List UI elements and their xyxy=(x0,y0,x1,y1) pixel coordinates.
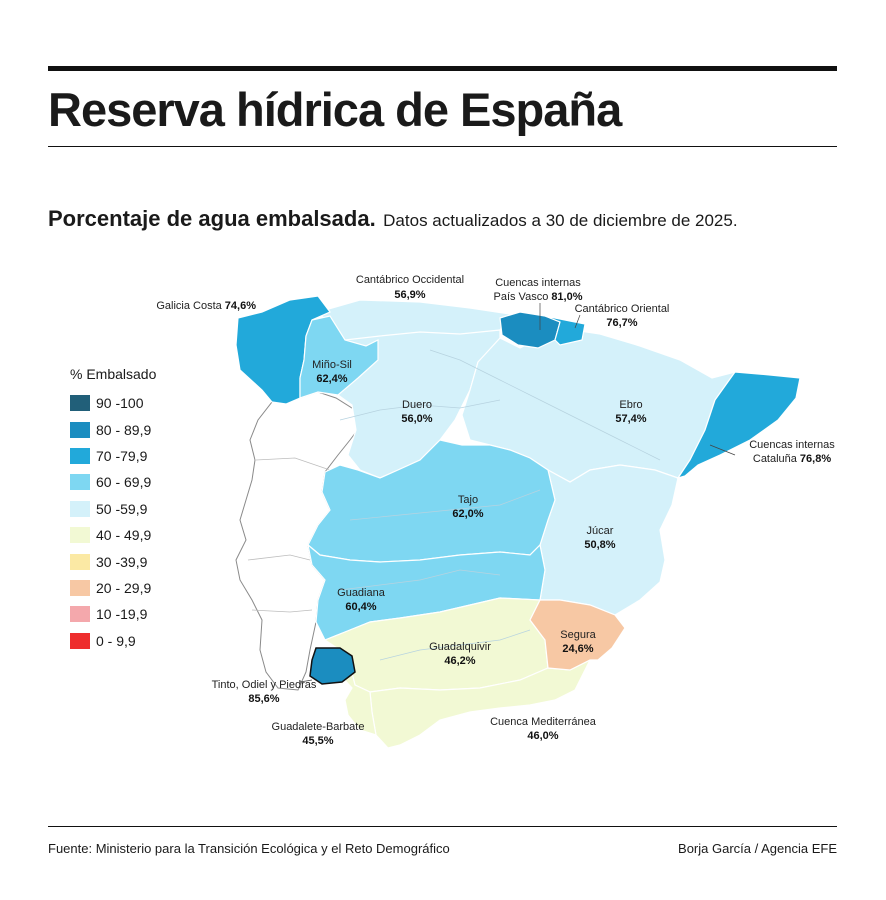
label-jucar-name: Júcar xyxy=(587,525,614,537)
label-mediterranea-value: 46,0% xyxy=(527,730,558,742)
basin-mediterranea xyxy=(369,658,592,749)
legend-swatch xyxy=(70,553,90,570)
label-duero-name: Duero xyxy=(402,399,432,411)
label-pais-vasco-line1: Cuencas internas xyxy=(495,277,581,289)
basin-cantabrico-oriental xyxy=(544,315,586,346)
label-jucar-value: 50,8% xyxy=(584,539,615,551)
source-note: Fuente: Ministerio para la Transición Ec… xyxy=(48,841,450,856)
label-cantabrico-oriental-name: Cantábrico Oriental xyxy=(575,303,670,315)
label-cataluna-line2: Cataluña 76,8% xyxy=(753,453,831,465)
legend-swatch xyxy=(70,527,90,544)
legend-swatch xyxy=(70,447,90,464)
label-cataluna-line1: Cuencas internas xyxy=(749,439,835,451)
legend-items: 90 -100 80 - 89,9 70 -79,9 60 - 69,9 50 -59,… xyxy=(70,390,156,654)
label-cantabrico-occidental-name: Cantábrico Occidental xyxy=(356,274,464,286)
legend-label: 0 - 9,9 xyxy=(96,632,136,649)
label-pais-vasco-line2: País Vasco 81,0% xyxy=(493,291,582,303)
legend-label: 20 - 29,9 xyxy=(96,579,152,596)
legend-label: 60 - 69,9 xyxy=(96,474,152,491)
legend-item: 10 -19,9 xyxy=(70,601,156,627)
legend-label: 90 -100 xyxy=(96,395,144,412)
basin-segura xyxy=(529,599,626,671)
label-guadalete-barbate-value: 45,5% xyxy=(302,735,333,747)
legend-swatch xyxy=(70,579,90,596)
legend-swatch xyxy=(70,500,90,517)
basin-mino-sil xyxy=(299,315,379,399)
legend-swatch xyxy=(70,474,90,491)
legend-label: 70 -79,9 xyxy=(96,447,148,464)
subtitle-lead: Porcentaje de agua embalsada. xyxy=(48,206,376,231)
label-ebro-value: 57,4% xyxy=(615,413,646,425)
label-tajo-value: 62,0% xyxy=(452,508,483,520)
label-duero-value: 56,0% xyxy=(401,413,432,425)
legend-item: 20 - 29,9 xyxy=(70,575,156,601)
label-guadalquivir-value: 46,2% xyxy=(444,655,475,667)
legend-label: 30 -39,9 xyxy=(96,553,148,570)
leader-lines xyxy=(299,303,736,683)
basin-labels: Galicia Costa 74,6% Miño-Sil 62,4% Cantáb… xyxy=(156,274,835,747)
legend-item: 40 - 49,9 xyxy=(70,522,156,548)
legend-label: 50 -59,9 xyxy=(96,500,148,517)
title-divider xyxy=(48,146,837,147)
subtitle: Porcentaje de agua embalsada. Datos actu… xyxy=(48,206,738,232)
basin-tinto-odiel xyxy=(309,647,356,685)
label-galicia-costa: Galicia Costa 74,6% xyxy=(156,300,256,312)
legend-title: % Embalsado xyxy=(70,366,157,382)
label-mino-sil-name: Miño-Sil xyxy=(312,359,352,371)
label-mino-sil-value: 62,4% xyxy=(316,373,347,385)
basin-cataluna xyxy=(676,371,801,480)
legend-swatch xyxy=(70,606,90,623)
top-rule xyxy=(48,66,837,71)
label-cantabrico-occidental-value: 56,9% xyxy=(394,289,425,301)
legend-swatch xyxy=(70,632,90,649)
label-mediterranea-name: Cuenca Mediterránea xyxy=(490,716,597,728)
legend-item: 50 -59,9 xyxy=(70,496,156,522)
subtitle-date: Datos actualizados a 30 de diciembre de … xyxy=(383,211,738,230)
label-ebro-name: Ebro xyxy=(619,399,642,411)
legend-swatch xyxy=(70,421,90,438)
legend-item: 30 -39,9 xyxy=(70,548,156,574)
legend-item: 0 - 9,9 xyxy=(70,628,156,654)
legend-item: 90 -100 xyxy=(70,390,156,416)
page-title: Reserva hídrica de España xyxy=(48,83,622,136)
legend-item: 60 - 69,9 xyxy=(70,469,156,495)
legend-label: 80 - 89,9 xyxy=(96,421,152,438)
basin-tajo xyxy=(307,439,556,563)
label-guadalquivir-name: Guadalquivir xyxy=(429,641,491,653)
label-tinto-odiel-name: Tinto, Odiel y Piedras xyxy=(212,679,317,691)
label-tajo-name: Tajo xyxy=(458,494,478,506)
legend-item: 70 -79,9 xyxy=(70,443,156,469)
label-tinto-odiel-value: 85,6% xyxy=(248,693,279,705)
label-cantabrico-oriental-value: 76,7% xyxy=(606,317,637,329)
legend-label: 10 -19,9 xyxy=(96,606,148,623)
portugal-internal-borders xyxy=(247,457,331,613)
label-segura-name: Segura xyxy=(560,629,596,641)
credit-note: Borja García / Agencia EFE xyxy=(678,841,837,856)
label-guadiana-value: 60,4% xyxy=(345,601,376,613)
basin-cantabrico-occidental xyxy=(316,299,511,341)
legend-item: 80 - 89,9 xyxy=(70,416,156,442)
river-lines xyxy=(339,349,661,661)
footer-divider xyxy=(48,826,837,827)
legend: % Embalsado 90 -100 80 - 89,9 70 -79,9 60 -… xyxy=(70,366,156,654)
label-segura-value: 24,6% xyxy=(562,643,593,655)
label-guadalete-barbate-name: Guadalete-Barbate xyxy=(272,721,365,733)
legend-swatch xyxy=(70,395,90,412)
legend-label: 40 - 49,9 xyxy=(96,527,152,544)
label-guadiana-name: Guadiana xyxy=(337,587,386,599)
